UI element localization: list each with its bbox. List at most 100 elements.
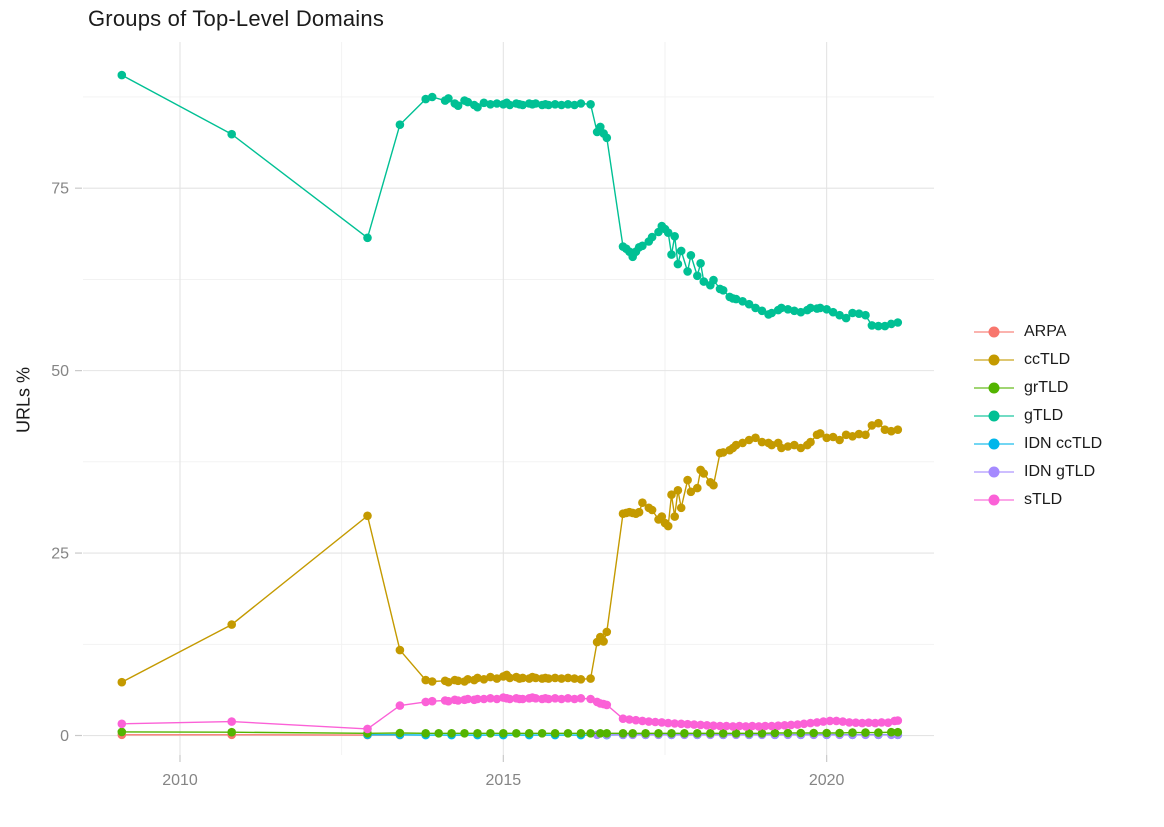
data-point bbox=[117, 719, 127, 729]
data-point bbox=[505, 100, 515, 110]
data-point bbox=[421, 675, 431, 685]
data-point bbox=[557, 674, 566, 683]
data-point bbox=[641, 729, 650, 738]
data-point bbox=[686, 251, 696, 260]
data-point bbox=[799, 719, 809, 729]
data-point bbox=[819, 717, 828, 726]
data-point bbox=[421, 94, 431, 104]
data-point bbox=[631, 715, 641, 725]
data-point bbox=[770, 728, 780, 738]
data-point bbox=[693, 271, 702, 281]
data-point bbox=[512, 729, 521, 738]
data-point bbox=[783, 442, 793, 451]
data-point bbox=[793, 720, 802, 729]
x-tick-label: 2015 bbox=[486, 772, 522, 789]
data-point bbox=[680, 729, 689, 738]
data-point bbox=[460, 729, 469, 738]
data-point bbox=[227, 620, 236, 629]
data-point bbox=[602, 133, 612, 143]
data-point bbox=[550, 100, 560, 109]
data-point bbox=[227, 129, 236, 139]
data-point bbox=[748, 721, 757, 731]
data-point bbox=[473, 694, 482, 704]
data-point bbox=[602, 627, 612, 637]
data-point bbox=[544, 100, 553, 110]
data-point bbox=[670, 719, 679, 728]
data-point bbox=[667, 250, 676, 259]
legend-label: IDN gTLD bbox=[1024, 463, 1096, 480]
legend-key-icon bbox=[974, 382, 1014, 394]
data-point bbox=[861, 728, 870, 737]
data-point bbox=[806, 303, 815, 313]
data-point bbox=[696, 259, 705, 268]
legend-row-gtld: gTLD bbox=[972, 402, 1102, 430]
data-point bbox=[854, 429, 864, 439]
data-point bbox=[395, 701, 405, 710]
data-point bbox=[683, 475, 692, 485]
data-point bbox=[227, 717, 236, 726]
data-point bbox=[777, 303, 786, 313]
data-point bbox=[783, 728, 793, 738]
data-point bbox=[586, 729, 595, 738]
data-point bbox=[796, 728, 806, 738]
data-point bbox=[486, 694, 495, 703]
data-point bbox=[550, 729, 560, 738]
data-point bbox=[638, 716, 647, 726]
data-point bbox=[718, 448, 728, 457]
data-point bbox=[718, 729, 728, 738]
data-point bbox=[663, 718, 673, 728]
data-point bbox=[893, 716, 903, 725]
y-tick-label: 50 bbox=[51, 363, 69, 380]
data-point bbox=[877, 718, 886, 727]
data-point bbox=[728, 722, 738, 731]
data-point bbox=[544, 674, 553, 683]
data-point bbox=[767, 440, 776, 450]
data-point bbox=[887, 727, 896, 737]
legend-row-stld: sTLD bbox=[972, 486, 1102, 514]
data-point bbox=[505, 694, 515, 704]
data-point bbox=[625, 715, 634, 724]
data-point bbox=[663, 521, 673, 531]
data-point bbox=[683, 267, 692, 276]
data-point bbox=[657, 512, 667, 521]
data-point bbox=[699, 277, 709, 286]
data-point bbox=[557, 694, 566, 704]
data-point bbox=[744, 299, 754, 309]
data-point bbox=[492, 694, 502, 704]
data-point bbox=[363, 511, 372, 521]
data-point bbox=[744, 729, 754, 738]
data-point bbox=[667, 729, 676, 738]
data-point bbox=[227, 727, 236, 737]
data-point bbox=[524, 729, 534, 738]
data-point bbox=[453, 676, 463, 686]
data-point bbox=[751, 303, 760, 313]
data-point bbox=[576, 694, 586, 703]
data-point bbox=[825, 716, 835, 726]
data-point bbox=[550, 673, 560, 683]
y-tick-label: 75 bbox=[51, 181, 69, 198]
data-point bbox=[815, 429, 825, 438]
data-point bbox=[563, 673, 573, 683]
data-point bbox=[421, 729, 431, 738]
data-point bbox=[735, 721, 744, 731]
data-point bbox=[851, 718, 861, 727]
data-point bbox=[670, 232, 679, 241]
data-point bbox=[731, 440, 741, 450]
data-point bbox=[463, 675, 473, 684]
data-point bbox=[638, 498, 647, 508]
legend-row-idn-gtld: IDN gTLD bbox=[972, 458, 1102, 486]
data-point bbox=[518, 100, 527, 110]
data-point bbox=[676, 246, 686, 256]
series-gtld bbox=[117, 70, 903, 331]
data-point bbox=[738, 297, 747, 306]
data-point bbox=[479, 675, 489, 684]
data-point bbox=[628, 729, 637, 738]
data-point bbox=[693, 729, 702, 738]
data-point bbox=[473, 102, 482, 112]
data-point bbox=[767, 721, 776, 731]
data-point bbox=[696, 720, 705, 730]
data-point bbox=[767, 308, 776, 318]
data-point bbox=[822, 305, 831, 314]
data-point bbox=[537, 729, 547, 738]
data-point bbox=[848, 308, 857, 318]
